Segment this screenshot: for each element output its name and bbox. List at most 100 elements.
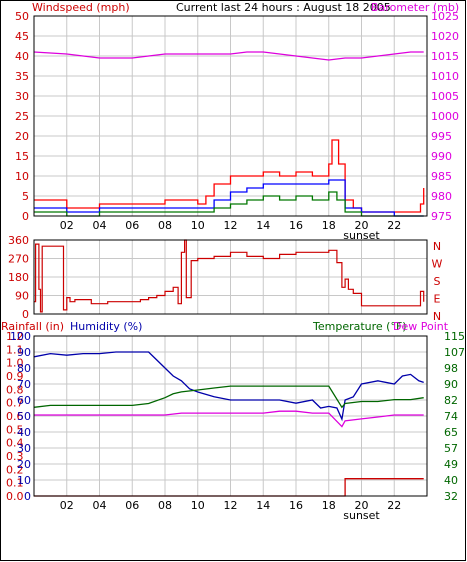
x-tick-label: 06 xyxy=(125,499,139,512)
x-tick-label: 02 xyxy=(60,499,74,512)
temp-tick-label: 98 xyxy=(444,362,458,375)
baro-tick-label: 990 xyxy=(431,150,452,163)
direction-panel-frame xyxy=(33,239,428,315)
x-tick-label: 22 xyxy=(387,499,401,512)
direction-tick-label: 270 xyxy=(8,253,29,266)
series-dew xyxy=(34,410,424,428)
chart-title: Current last 24 hours : August 18 2005 xyxy=(176,1,391,14)
direction-tick-label: 0 xyxy=(22,308,29,321)
series-humidity xyxy=(33,351,424,422)
wind-tick-label: 15 xyxy=(15,150,29,163)
humidity-tick-label: 30 xyxy=(17,442,31,455)
humidity-panel-frame xyxy=(33,335,428,497)
x-tick-label: 08 xyxy=(158,499,172,512)
direction-tick-label: 180 xyxy=(8,271,29,284)
rainfall-axis: 0.00.10.20.30.40.50.60.70.80.91.01.11.2 xyxy=(6,330,24,503)
temp-tick-label: 40 xyxy=(444,474,458,487)
x-tick-label: 12 xyxy=(224,219,238,232)
series-low xyxy=(34,191,424,217)
wind-tick-label: 25 xyxy=(15,110,29,123)
wind-tick-label: 10 xyxy=(15,170,29,183)
baro-tick-label: 1000 xyxy=(431,110,459,123)
x-tick-label: 20 xyxy=(355,499,369,512)
temp-tick-label: 65 xyxy=(444,426,458,439)
x-tick-label: 16 xyxy=(289,499,303,512)
humidity-tick-label: 20 xyxy=(17,458,31,471)
baro-tick-label: 1020 xyxy=(431,30,459,43)
humidity-label: Humidity (%) xyxy=(70,320,142,333)
baro-tick-label: 995 xyxy=(431,130,452,143)
rain-tick-label: 1.0 xyxy=(6,357,24,370)
direction-series xyxy=(34,239,425,313)
compass-label: W xyxy=(432,258,443,271)
temp-tick-label: 32 xyxy=(444,490,458,503)
rain-tick-label: 1.2 xyxy=(6,330,24,343)
windspeed-axis: 0 5 10 15 20 25 30 35 40 45 50 xyxy=(15,10,29,223)
rain-tick-label: 0.7 xyxy=(6,397,24,410)
x-tick-label: 12 xyxy=(224,499,238,512)
rainfall-label: Rainfall (in) xyxy=(1,320,64,333)
humidity-axis: 0 10 20 30 40 50 60 70 80 90 100 xyxy=(10,330,31,503)
compass-label: S xyxy=(434,275,441,288)
barometer-axis: 975 980 985 990 995 1000 1005 1010 1015 1020 1025 xyxy=(431,10,459,223)
baro-tick-label: 1025 xyxy=(431,10,459,23)
rain-tick-label: 0.0 xyxy=(6,490,24,503)
temp-tick-label: 49 xyxy=(444,458,458,471)
humidity-tick-label: 100 xyxy=(10,330,31,343)
x-tick-label: 14 xyxy=(256,219,270,232)
sunset-label: sunset xyxy=(343,229,380,242)
x-tick-label: 18 xyxy=(322,219,336,232)
barometer-label: Barometer (mb) xyxy=(371,1,459,14)
x-tick-label: 02 xyxy=(60,219,74,232)
x-tick-label: 16 xyxy=(289,219,303,232)
humidity-tick-label: 40 xyxy=(17,426,31,439)
x-tick-label: 10 xyxy=(191,499,205,512)
series-temperature xyxy=(33,385,424,409)
wind-tick-label: 50 xyxy=(15,10,29,23)
baro-tick-label: 1005 xyxy=(431,90,459,103)
rain-tick-label: 0.4 xyxy=(6,437,24,450)
x-tick-label: 14 xyxy=(256,499,270,512)
rain-tick-label: 0.2 xyxy=(6,463,24,476)
rain-tick-label: 0.5 xyxy=(6,423,24,436)
rain-tick-label: 0.1 xyxy=(6,477,24,490)
baro-tick-label: 1015 xyxy=(431,50,459,63)
x-tick-label: 08 xyxy=(158,219,172,232)
humidity-tick-label: 0 xyxy=(24,490,31,503)
windspeed-label: Windspeed (mph) xyxy=(32,1,130,14)
wind-tick-label: 30 xyxy=(15,90,29,103)
temp-tick-label: 107 xyxy=(444,346,465,359)
wind-series xyxy=(33,51,425,217)
direction-tick-label: 360 xyxy=(8,234,29,247)
baro-tick-label: 980 xyxy=(431,190,452,203)
humidity-tick-label: 70 xyxy=(17,378,31,391)
wind-tick-label: 40 xyxy=(15,50,29,63)
humidity-tick-label: 80 xyxy=(17,362,31,375)
wind-tick-label: 45 xyxy=(15,30,29,43)
baro-tick-label: 985 xyxy=(431,170,452,183)
baro-tick-label: 975 xyxy=(431,210,452,223)
series-barometer xyxy=(33,51,424,61)
rain-tick-label: 0.3 xyxy=(6,450,24,463)
wind-tick-label: 0 xyxy=(22,210,29,223)
baro-tick-label: 1010 xyxy=(431,70,459,83)
time-axis-wind: 02 04 06 08 10 12 14 16 18 20 22 sunset xyxy=(60,219,402,242)
series-direction xyxy=(34,239,425,313)
temp-tick-label: 90 xyxy=(444,378,458,391)
wind-panel-frame xyxy=(33,15,428,217)
temp-tick-label: 74 xyxy=(444,410,458,423)
rain-tick-label: 0.9 xyxy=(6,370,24,383)
humidity-tick-label: 60 xyxy=(17,394,31,407)
compass-label: N xyxy=(433,240,441,253)
humidity-tick-label: 10 xyxy=(17,474,31,487)
x-tick-label: 06 xyxy=(125,219,139,232)
rain-tick-label: 0.6 xyxy=(6,410,24,423)
time-axis-humidity: 02 04 06 08 10 12 14 16 18 20 22 sunset xyxy=(60,499,402,522)
compass-label: E xyxy=(434,293,441,306)
humidity-tick-label: 90 xyxy=(17,346,31,359)
temp-tick-label: 115 xyxy=(444,330,465,343)
x-tick-label: 22 xyxy=(387,219,401,232)
direction-tick-label: 90 xyxy=(15,290,29,303)
